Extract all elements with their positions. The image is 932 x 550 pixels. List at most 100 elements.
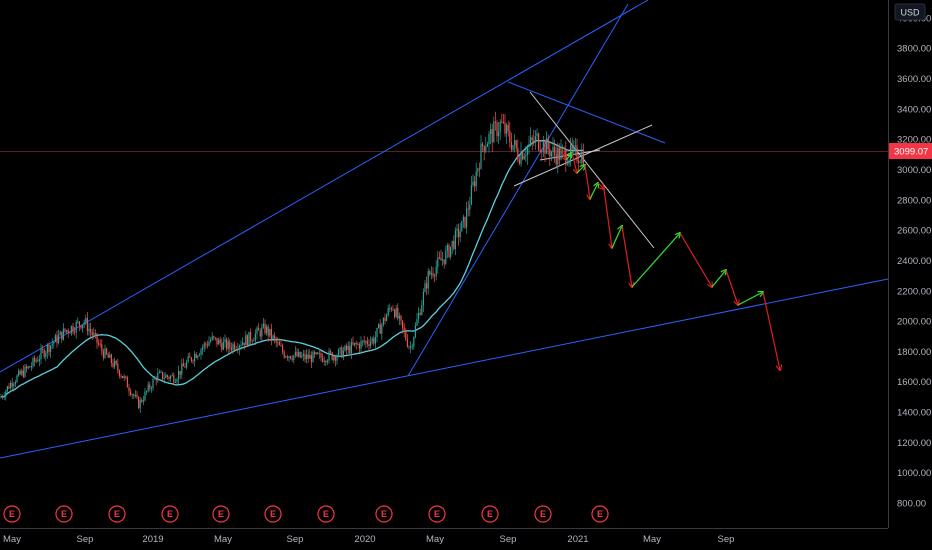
lower-support-trendline[interactable] [0,278,889,459]
earnings-marker[interactable]: E [591,505,609,523]
candle-body [568,160,570,165]
candle-body [467,208,469,210]
candle-body [459,231,461,238]
candle-body [309,355,311,359]
candle-body [442,259,444,261]
candle-body [243,342,245,346]
candle-body [214,337,216,339]
candle-body [328,351,330,361]
candle-body [502,122,504,124]
candle-body [424,283,426,292]
candle-body [523,156,525,160]
candle-body [189,356,191,358]
candle-body [139,399,141,409]
candle-body [368,344,370,346]
earnings-marker-label: E [167,509,173,519]
time-tick-label: May [214,534,232,545]
peak-resistance-trendline[interactable] [507,81,666,144]
time-tick-label: May [3,534,21,545]
candle-body [82,324,84,329]
candle-body [379,324,381,334]
candle-body [134,394,136,396]
candle-body [107,354,109,358]
time-axis[interactable]: May Sep 2019 May Sep 2020 May Sep 2021 May Sep [3,534,734,545]
candle-body [352,342,354,345]
earnings-marker[interactable]: E [161,505,179,523]
earnings-marker[interactable]: E [212,505,230,523]
candle-body [392,309,394,311]
price-tick-label: 1800.00 [897,347,931,358]
earnings-marker[interactable]: E [481,505,499,523]
candle-body [85,318,87,322]
time-tick-label: Sep [77,534,94,545]
candle-body [56,335,58,344]
candle-body [42,349,44,350]
candle-body [144,391,146,401]
candle-body [147,384,149,392]
candle-body [566,164,568,165]
price-tick-label: 1600.00 [897,377,931,388]
candle-body [272,335,274,340]
earnings-marker[interactable]: E [108,505,126,523]
candle-body [382,317,384,325]
candle-body [291,358,293,360]
candle-body [555,154,557,165]
wedge-resistance-line[interactable] [529,91,655,249]
candle-body [165,375,167,378]
candle-body [246,335,248,346]
candle-body [256,327,258,334]
earnings-marker[interactable]: E [3,505,21,523]
candle-body [99,344,101,345]
earnings-marker[interactable]: E [317,505,335,523]
earnings-marker[interactable]: E [534,505,552,523]
candle-body [454,230,456,249]
candle-body [573,145,575,150]
candle-body [110,354,112,364]
steep-rise-trendline[interactable] [407,3,629,377]
candle-body [221,343,223,350]
candle-body [453,240,455,249]
candle-body [118,370,120,376]
candle-body [371,338,373,342]
candle-body [173,375,175,383]
earnings-circle-icon [317,505,335,523]
candle-body [74,331,76,333]
candle-body [422,291,424,306]
earnings-marker[interactable]: E [375,505,393,523]
candle-body [408,346,410,348]
candle-body [126,377,128,388]
earnings-marker[interactable]: E [55,505,73,523]
candle-body [485,146,487,152]
candle-body [182,363,184,367]
price-tick-label: 2800.00 [897,195,931,206]
candle-body [357,343,359,345]
candle-body [104,348,106,358]
candle-body [432,273,434,276]
candle-body [510,142,512,150]
upper-channel-trendline[interactable] [0,0,649,373]
candle-body [230,347,232,350]
price-tick-label: 1000.00 [897,468,931,479]
candle-body [323,361,325,362]
up-arrow [611,226,622,249]
candle-body [64,328,66,332]
candle-body [67,330,69,333]
candle-body [477,168,479,172]
candle-body [582,152,584,165]
earnings-marker[interactable]: E [264,505,282,523]
candle-body [576,145,578,161]
candle-body [187,356,189,362]
candle-body [162,371,164,379]
candle-body [418,312,420,320]
candle-body [563,148,565,150]
candle-body [386,315,388,321]
candle-body [450,246,452,257]
currency-button[interactable]: USD [894,3,926,21]
price-axis[interactable]: 800.00 1000.00 1200.00 1400.00 1600.00 1800.0… [897,13,931,509]
price-tick-label: 1400.00 [897,408,931,419]
earnings-circle-icon [108,505,126,523]
earnings-marker[interactable]: E [428,505,446,523]
candle-body [282,346,284,353]
